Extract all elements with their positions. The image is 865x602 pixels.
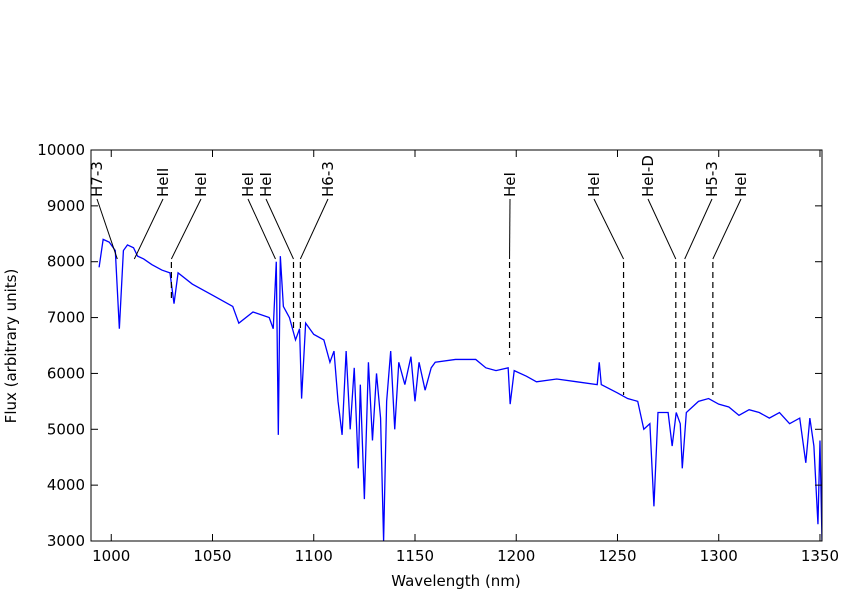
y-tick-label: 6000	[47, 364, 85, 382]
annotation-label: HeI-D	[639, 155, 657, 197]
x-axis-label: Wavelength (nm)	[391, 572, 521, 590]
spectrum-line	[98, 238, 822, 541]
annotation-label: H5-3	[703, 161, 721, 197]
annotation-label: HeI	[257, 172, 275, 197]
x-tick-label: 1350	[801, 547, 839, 565]
y-tick-label: 8000	[47, 253, 85, 271]
annotation-leader	[265, 198, 294, 260]
annotation-leader	[299, 198, 329, 260]
annotation-leader	[133, 198, 164, 260]
plot-frame	[90, 149, 823, 542]
annotation-label: HeI	[585, 172, 603, 197]
annotation-label: HeI	[732, 172, 750, 197]
x-tick-label: 1050	[193, 547, 231, 565]
x-tick-label: 1000	[92, 547, 130, 565]
annotation-label: H7-3	[88, 161, 106, 197]
annotation-leader	[247, 198, 276, 260]
y-tick-label: 9000	[47, 197, 85, 215]
annotation-label: HeI	[501, 172, 519, 197]
annotation-leader	[647, 198, 677, 260]
annotation-leader	[712, 198, 742, 260]
annotation-label: HeI	[192, 172, 210, 197]
x-tick-label: 1200	[497, 547, 535, 565]
y-tick-label: 5000	[47, 420, 85, 438]
annotation-label: H6-3	[319, 161, 337, 197]
y-tick-label: 3000	[47, 532, 85, 550]
y-tick-label: 4000	[47, 476, 85, 494]
x-tick-label: 1250	[598, 547, 636, 565]
x-tick-label: 1300	[700, 547, 738, 565]
annotation-leader	[684, 198, 713, 260]
x-tick-label: 1100	[295, 547, 333, 565]
y-tick-label: 7000	[47, 309, 85, 327]
annotation-leader	[96, 198, 118, 260]
y-tick-label: 10000	[37, 141, 85, 159]
x-tick-label: 1150	[396, 547, 434, 565]
annotation-label: HeII	[154, 168, 172, 197]
annotation-leader	[170, 198, 202, 260]
y-axis-label: Flux (arbitrary units)	[2, 269, 20, 424]
annotation-leader	[593, 198, 625, 260]
annotation-label: HeI	[239, 172, 257, 197]
